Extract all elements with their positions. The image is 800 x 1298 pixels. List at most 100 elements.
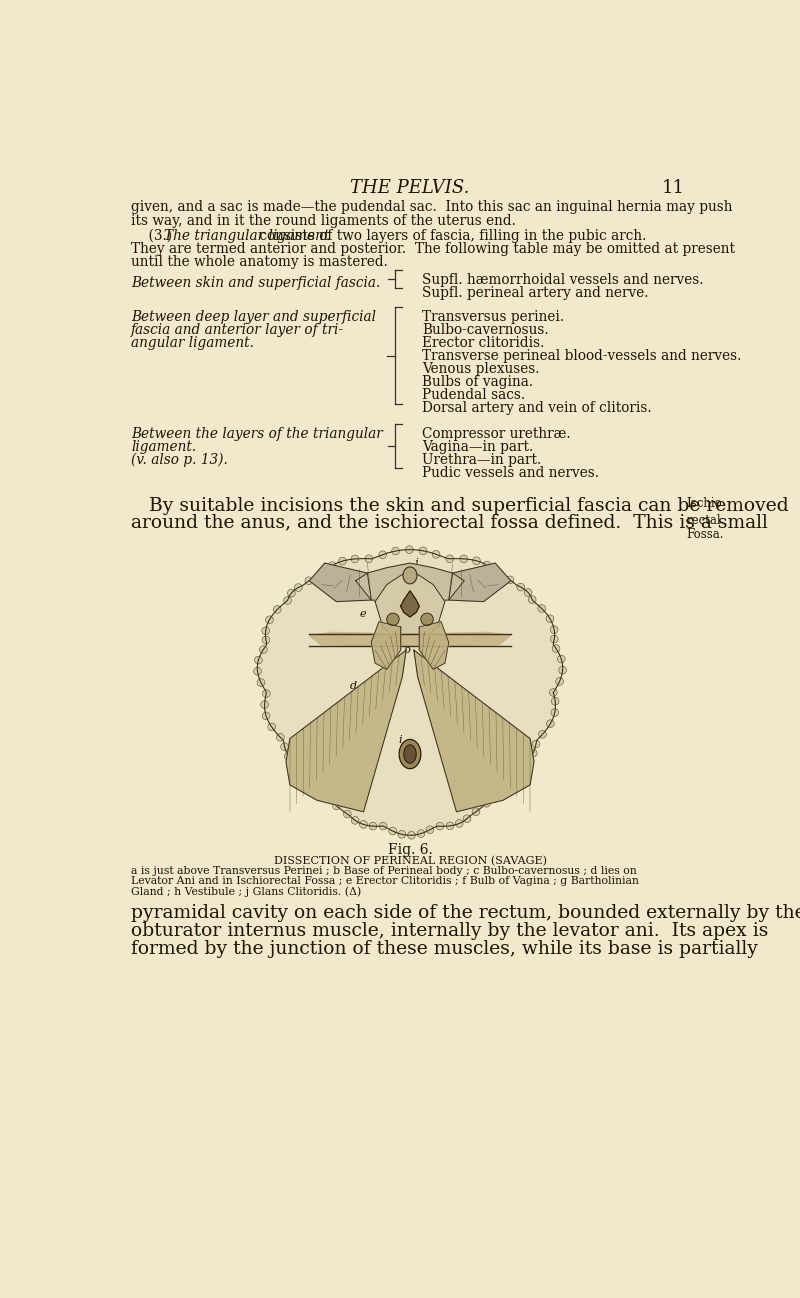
- Circle shape: [315, 789, 323, 797]
- Text: Pudendal sacs.: Pudendal sacs.: [422, 388, 526, 402]
- Text: obturator internus muscle, internally by the levator ani.  Its apex is: obturator internus muscle, internally by…: [131, 922, 768, 940]
- Circle shape: [517, 583, 525, 591]
- Text: Transverse perineal blood-vessels and nerves.: Transverse perineal blood-vessels and ne…: [422, 349, 742, 363]
- Circle shape: [301, 774, 309, 781]
- Text: Vagina—in part.: Vagina—in part.: [422, 440, 534, 454]
- Circle shape: [257, 679, 265, 687]
- Circle shape: [446, 822, 454, 829]
- Circle shape: [546, 615, 554, 623]
- Circle shape: [284, 753, 292, 761]
- Text: until the whole anatomy is mastered.: until the whole anatomy is mastered.: [131, 256, 388, 269]
- Bar: [201, 535, 619, 835]
- Text: They are termed anterior and posterior.  The following table may be omitted at p: They are termed anterior and posterior. …: [131, 241, 735, 256]
- Circle shape: [398, 831, 406, 839]
- Circle shape: [446, 556, 454, 562]
- Circle shape: [532, 740, 540, 748]
- Circle shape: [492, 793, 499, 801]
- Circle shape: [514, 771, 522, 779]
- Text: By suitable incisions the skin and superficial fascia can be removed: By suitable incisions the skin and super…: [131, 497, 789, 515]
- Text: Fig. 6.: Fig. 6.: [388, 842, 432, 857]
- Text: ligament.: ligament.: [131, 440, 196, 454]
- Polygon shape: [375, 571, 445, 643]
- Text: around the anus, and the ischiorectal fossa defined.  This is a small: around the anus, and the ischiorectal fo…: [131, 514, 768, 532]
- Polygon shape: [414, 650, 534, 811]
- Circle shape: [333, 802, 340, 810]
- Circle shape: [455, 819, 463, 827]
- Polygon shape: [286, 650, 406, 811]
- Circle shape: [426, 826, 434, 833]
- Text: Ischio: Ischio: [686, 497, 722, 510]
- Polygon shape: [419, 622, 449, 670]
- Text: Supfl. hæmorrhoidal vessels and nerves.: Supfl. hæmorrhoidal vessels and nerves.: [422, 273, 704, 287]
- Circle shape: [254, 657, 262, 665]
- Text: g: g: [434, 619, 440, 628]
- Circle shape: [558, 666, 566, 674]
- Text: Between deep layer and superficial: Between deep layer and superficial: [131, 310, 376, 323]
- Text: a: a: [342, 635, 349, 645]
- Circle shape: [523, 761, 531, 768]
- Circle shape: [421, 613, 434, 626]
- Circle shape: [528, 596, 536, 604]
- Circle shape: [463, 815, 471, 823]
- Polygon shape: [401, 591, 419, 617]
- Circle shape: [262, 689, 270, 697]
- Circle shape: [259, 645, 267, 653]
- Circle shape: [493, 567, 501, 575]
- Text: Fossa.: Fossa.: [686, 528, 724, 541]
- Circle shape: [261, 701, 269, 709]
- Ellipse shape: [403, 567, 417, 584]
- Circle shape: [483, 561, 490, 569]
- Circle shape: [550, 626, 558, 633]
- Text: Bulbs of vagina.: Bulbs of vagina.: [422, 375, 534, 389]
- Circle shape: [550, 635, 558, 643]
- Circle shape: [552, 645, 560, 653]
- Circle shape: [498, 788, 506, 794]
- Circle shape: [291, 763, 299, 771]
- Text: b: b: [404, 645, 411, 654]
- Circle shape: [392, 548, 399, 554]
- Circle shape: [310, 783, 318, 790]
- Circle shape: [365, 554, 373, 562]
- Circle shape: [262, 627, 270, 635]
- Text: c: c: [396, 624, 402, 635]
- Circle shape: [407, 832, 415, 839]
- Polygon shape: [310, 563, 371, 601]
- Text: Urethra—in part.: Urethra—in part.: [422, 453, 542, 467]
- Circle shape: [277, 733, 284, 741]
- Circle shape: [287, 589, 295, 597]
- Circle shape: [406, 545, 413, 553]
- Text: Bulbo-cavernosus.: Bulbo-cavernosus.: [422, 323, 549, 337]
- Circle shape: [460, 556, 468, 562]
- Text: its way, and in it the round ligaments of the uterus end.: its way, and in it the round ligaments o…: [131, 213, 516, 227]
- Circle shape: [472, 807, 480, 815]
- Ellipse shape: [404, 745, 416, 763]
- Text: Venous plexuses.: Venous plexuses.: [422, 362, 540, 376]
- Text: fascia and anterior layer of tri-: fascia and anterior layer of tri-: [131, 323, 344, 337]
- Text: Pudic vessels and nerves.: Pudic vessels and nerves.: [422, 466, 599, 480]
- Circle shape: [274, 606, 281, 613]
- Circle shape: [305, 576, 313, 584]
- Polygon shape: [258, 549, 562, 836]
- Text: j: j: [414, 558, 418, 567]
- Circle shape: [551, 697, 559, 705]
- Text: angular ligament.: angular ligament.: [131, 336, 254, 350]
- Text: e: e: [360, 609, 366, 619]
- Text: a is just above Transversus Perinei ; b Base of Perineal body ; c Bulbo-cavernos: a is just above Transversus Perinei ; b …: [131, 867, 637, 876]
- Circle shape: [351, 816, 359, 824]
- Circle shape: [504, 780, 512, 788]
- Circle shape: [268, 723, 275, 731]
- Circle shape: [369, 823, 377, 829]
- Text: DISSECTION OF PERINEAL REGION (SAVAGE): DISSECTION OF PERINEAL REGION (SAVAGE): [274, 855, 546, 866]
- Circle shape: [343, 810, 351, 818]
- Circle shape: [530, 749, 537, 757]
- Circle shape: [262, 713, 270, 719]
- Text: Supfl. perineal artery and nerve.: Supfl. perineal artery and nerve.: [422, 286, 649, 300]
- Text: THE PELVIS.: THE PELVIS.: [350, 179, 470, 197]
- Polygon shape: [310, 632, 510, 646]
- Polygon shape: [371, 622, 401, 670]
- Circle shape: [506, 576, 514, 584]
- Text: consists of two layers of fascia, filling in the pubic arch.: consists of two layers of fascia, fillin…: [255, 228, 646, 243]
- Circle shape: [524, 588, 532, 596]
- Text: f: f: [422, 609, 426, 619]
- Text: Gland ; h Vestibule ; j Glans Clitoridis. (Δ): Gland ; h Vestibule ; j Glans Clitoridis…: [131, 887, 362, 897]
